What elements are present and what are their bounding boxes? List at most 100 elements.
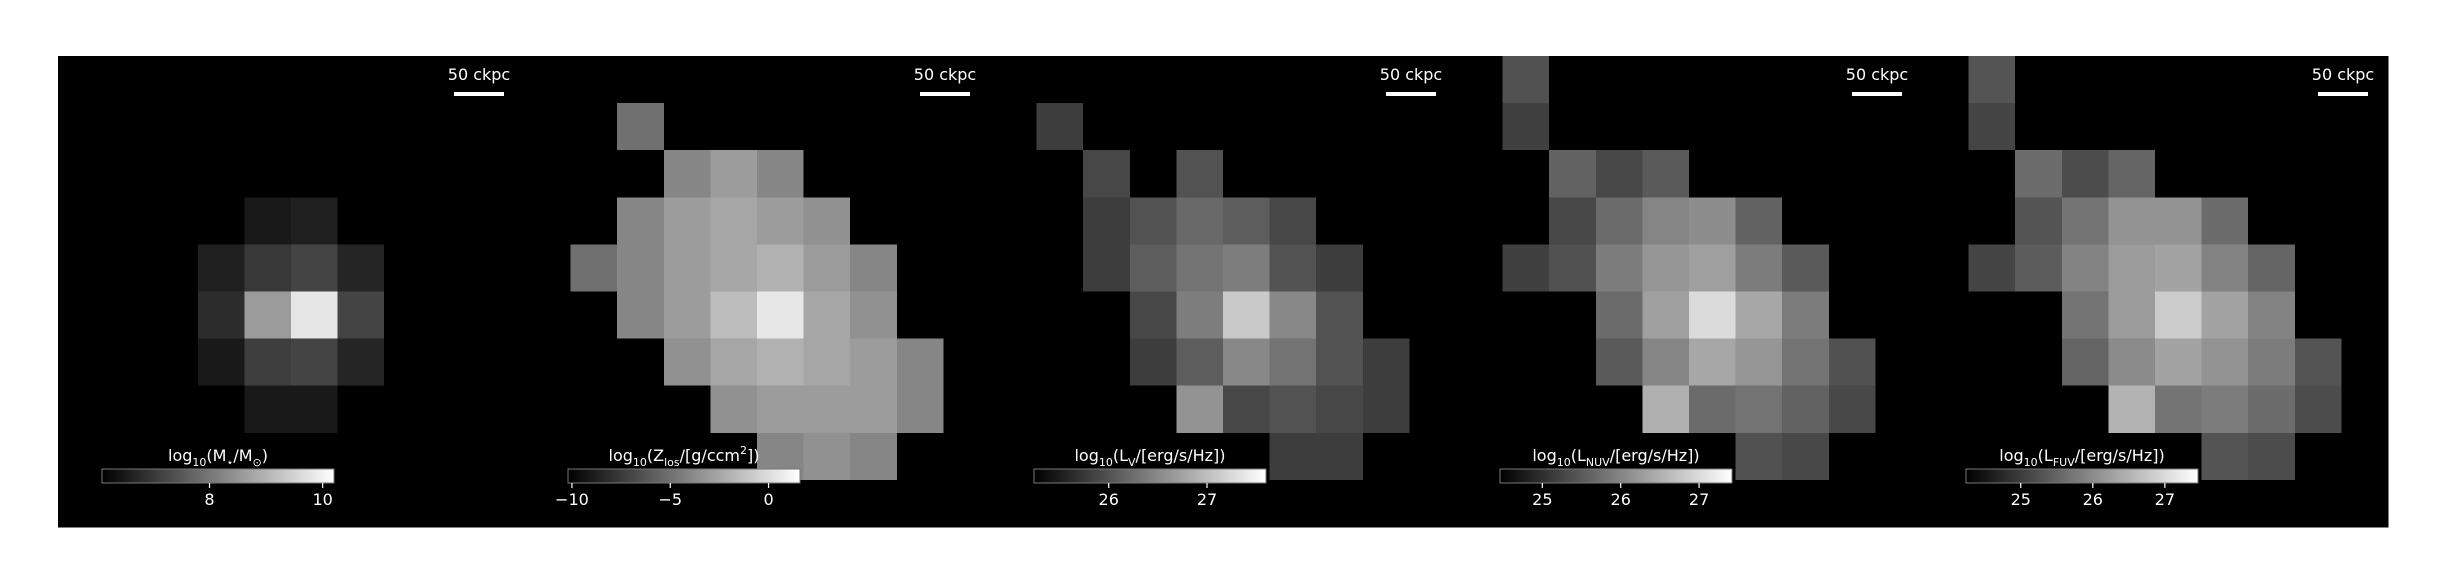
image-pixel: [710, 479, 758, 528]
image-pixel: [2341, 197, 2389, 245]
image-pixel: [1316, 197, 1364, 245]
scalebar-label: 50 ckpc: [914, 65, 976, 84]
image-pixel: [2155, 385, 2203, 434]
image-pixel: [943, 338, 991, 387]
image-pixel: [1129, 479, 1177, 528]
image-pixel: [1129, 291, 1177, 340]
image-pixel: [2015, 479, 2063, 528]
image-pixel: [757, 244, 805, 292]
image-pixel: [524, 244, 572, 292]
image-pixel: [1316, 385, 1364, 434]
colorbar: [1499, 468, 1733, 484]
image-pixel: [2015, 291, 2063, 340]
image-pixel: [2201, 197, 2249, 245]
image-pixel: [58, 244, 106, 292]
image-pixel: [337, 244, 385, 292]
image-pixel: [1456, 197, 1504, 245]
image-pixel: [1036, 244, 1084, 292]
image-pixel: [337, 479, 385, 528]
image-pixel: [943, 150, 991, 198]
image-pixel: [2061, 479, 2109, 528]
colorbar: [1033, 468, 1267, 484]
image-pixel: [2341, 150, 2389, 198]
image-pixel: [1642, 244, 1690, 292]
image-pixel: [1316, 291, 1364, 340]
image-pixel: [384, 197, 432, 245]
image-pixel: [1269, 479, 1317, 528]
image-pixel: [1642, 197, 1690, 245]
image-pixel: [1409, 244, 1457, 292]
image-pixel: [430, 291, 478, 340]
image-pixel: [2294, 338, 2342, 387]
image-pixel: [291, 150, 339, 198]
image-pixel: [1642, 56, 1690, 104]
image-pixel: [757, 385, 805, 434]
colorbar-label-part: log: [1532, 446, 1556, 465]
image-pixel: [850, 291, 898, 340]
image-pixel: [244, 56, 292, 104]
image-pixel: [2294, 291, 2342, 340]
image-pixel: [2108, 338, 2156, 387]
image-pixel: [244, 338, 292, 387]
colorbar-label: log10(Zlos/[g/ccm2]): [609, 444, 760, 469]
image-pixel: [2061, 150, 2109, 198]
image-pixel: [1176, 291, 1224, 340]
image-pixel: [291, 103, 339, 151]
colorbar-label-part: /[erg/s/Hz]): [2075, 446, 2165, 465]
image-pixel: [1689, 103, 1737, 151]
image-pixel: [1362, 385, 1410, 434]
image-pixel: [1502, 103, 1550, 151]
image-pixel: [524, 479, 572, 528]
image-pixel: [1502, 338, 1550, 387]
image-pixel: [291, 291, 339, 340]
image-pixel: [104, 385, 152, 434]
image-pixel: [1362, 197, 1410, 245]
image-pixel: [1642, 479, 1690, 528]
image-pixel: [2108, 385, 2156, 434]
image-pixel: [2201, 103, 2249, 151]
image-pixel: [896, 338, 944, 387]
image-pixel: [1735, 479, 1783, 528]
image-pixel: [244, 197, 292, 245]
image-pixel: [1968, 197, 2016, 245]
image-pixel: [617, 338, 665, 387]
image-pixel: [197, 291, 245, 340]
image-pixel: [570, 244, 618, 292]
image-pixel: [337, 56, 385, 104]
image-pixel: [58, 291, 106, 340]
image-pixel: [2201, 432, 2249, 481]
colorbar-label-part: V: [1128, 456, 1136, 469]
image-pixel: [850, 432, 898, 481]
image-pixel: [1968, 56, 2016, 104]
image-pixel: [524, 150, 572, 198]
image-pixel: [850, 150, 898, 198]
colorbar-label-part: /[erg/s/Hz]): [1136, 446, 1226, 465]
colorbar-label-part: (Z: [647, 446, 664, 465]
image-pixel: [1922, 385, 1970, 434]
image-pixel: [1642, 291, 1690, 340]
image-pixel: [2248, 432, 2296, 481]
image-pixel: [757, 150, 805, 198]
image-pixel: [1316, 150, 1364, 198]
colorbar-label-part: ⊙: [253, 456, 262, 469]
image-pixel: [663, 150, 711, 198]
image-pixel: [2108, 291, 2156, 340]
image-pixel: [1782, 291, 1830, 340]
panel: 50 ckpc log10(LNUV/[erg/s/Hz]) 25 26 27: [1456, 56, 1923, 528]
image-pixel: [1595, 103, 1643, 151]
image-pixel: [2248, 244, 2296, 292]
image-pixel: [1828, 150, 1876, 198]
image-pixel: [2155, 56, 2203, 104]
image-pixel: [1922, 244, 1970, 292]
image-pixel: [1595, 150, 1643, 198]
image-pixel: [1036, 338, 1084, 387]
image-pixel: [1129, 56, 1177, 104]
image-pixel: [1689, 479, 1737, 528]
image-pixel: [197, 244, 245, 292]
image-pixel: [291, 56, 339, 104]
image-pixel: [943, 197, 991, 245]
colorbar-label-part: (L: [2038, 446, 2053, 465]
image-pixel: [1875, 103, 1923, 151]
colorbar: [567, 468, 801, 484]
image-pixel: [1456, 150, 1504, 198]
